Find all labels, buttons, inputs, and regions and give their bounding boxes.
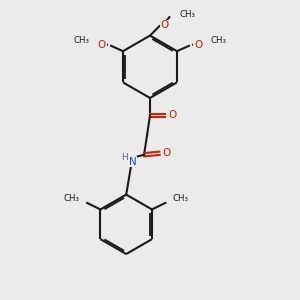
- Text: O: O: [169, 110, 177, 120]
- Text: O: O: [194, 40, 202, 50]
- Text: CH₃: CH₃: [74, 36, 90, 45]
- Text: N: N: [129, 157, 136, 166]
- Text: O: O: [163, 148, 171, 158]
- Text: CH₃: CH₃: [210, 36, 226, 45]
- Text: CH₃: CH₃: [64, 194, 80, 203]
- Text: CH₃: CH₃: [172, 194, 188, 203]
- Text: O: O: [98, 40, 106, 50]
- Text: H: H: [121, 153, 128, 162]
- Text: CH₃: CH₃: [179, 10, 195, 19]
- Text: O: O: [160, 20, 168, 31]
